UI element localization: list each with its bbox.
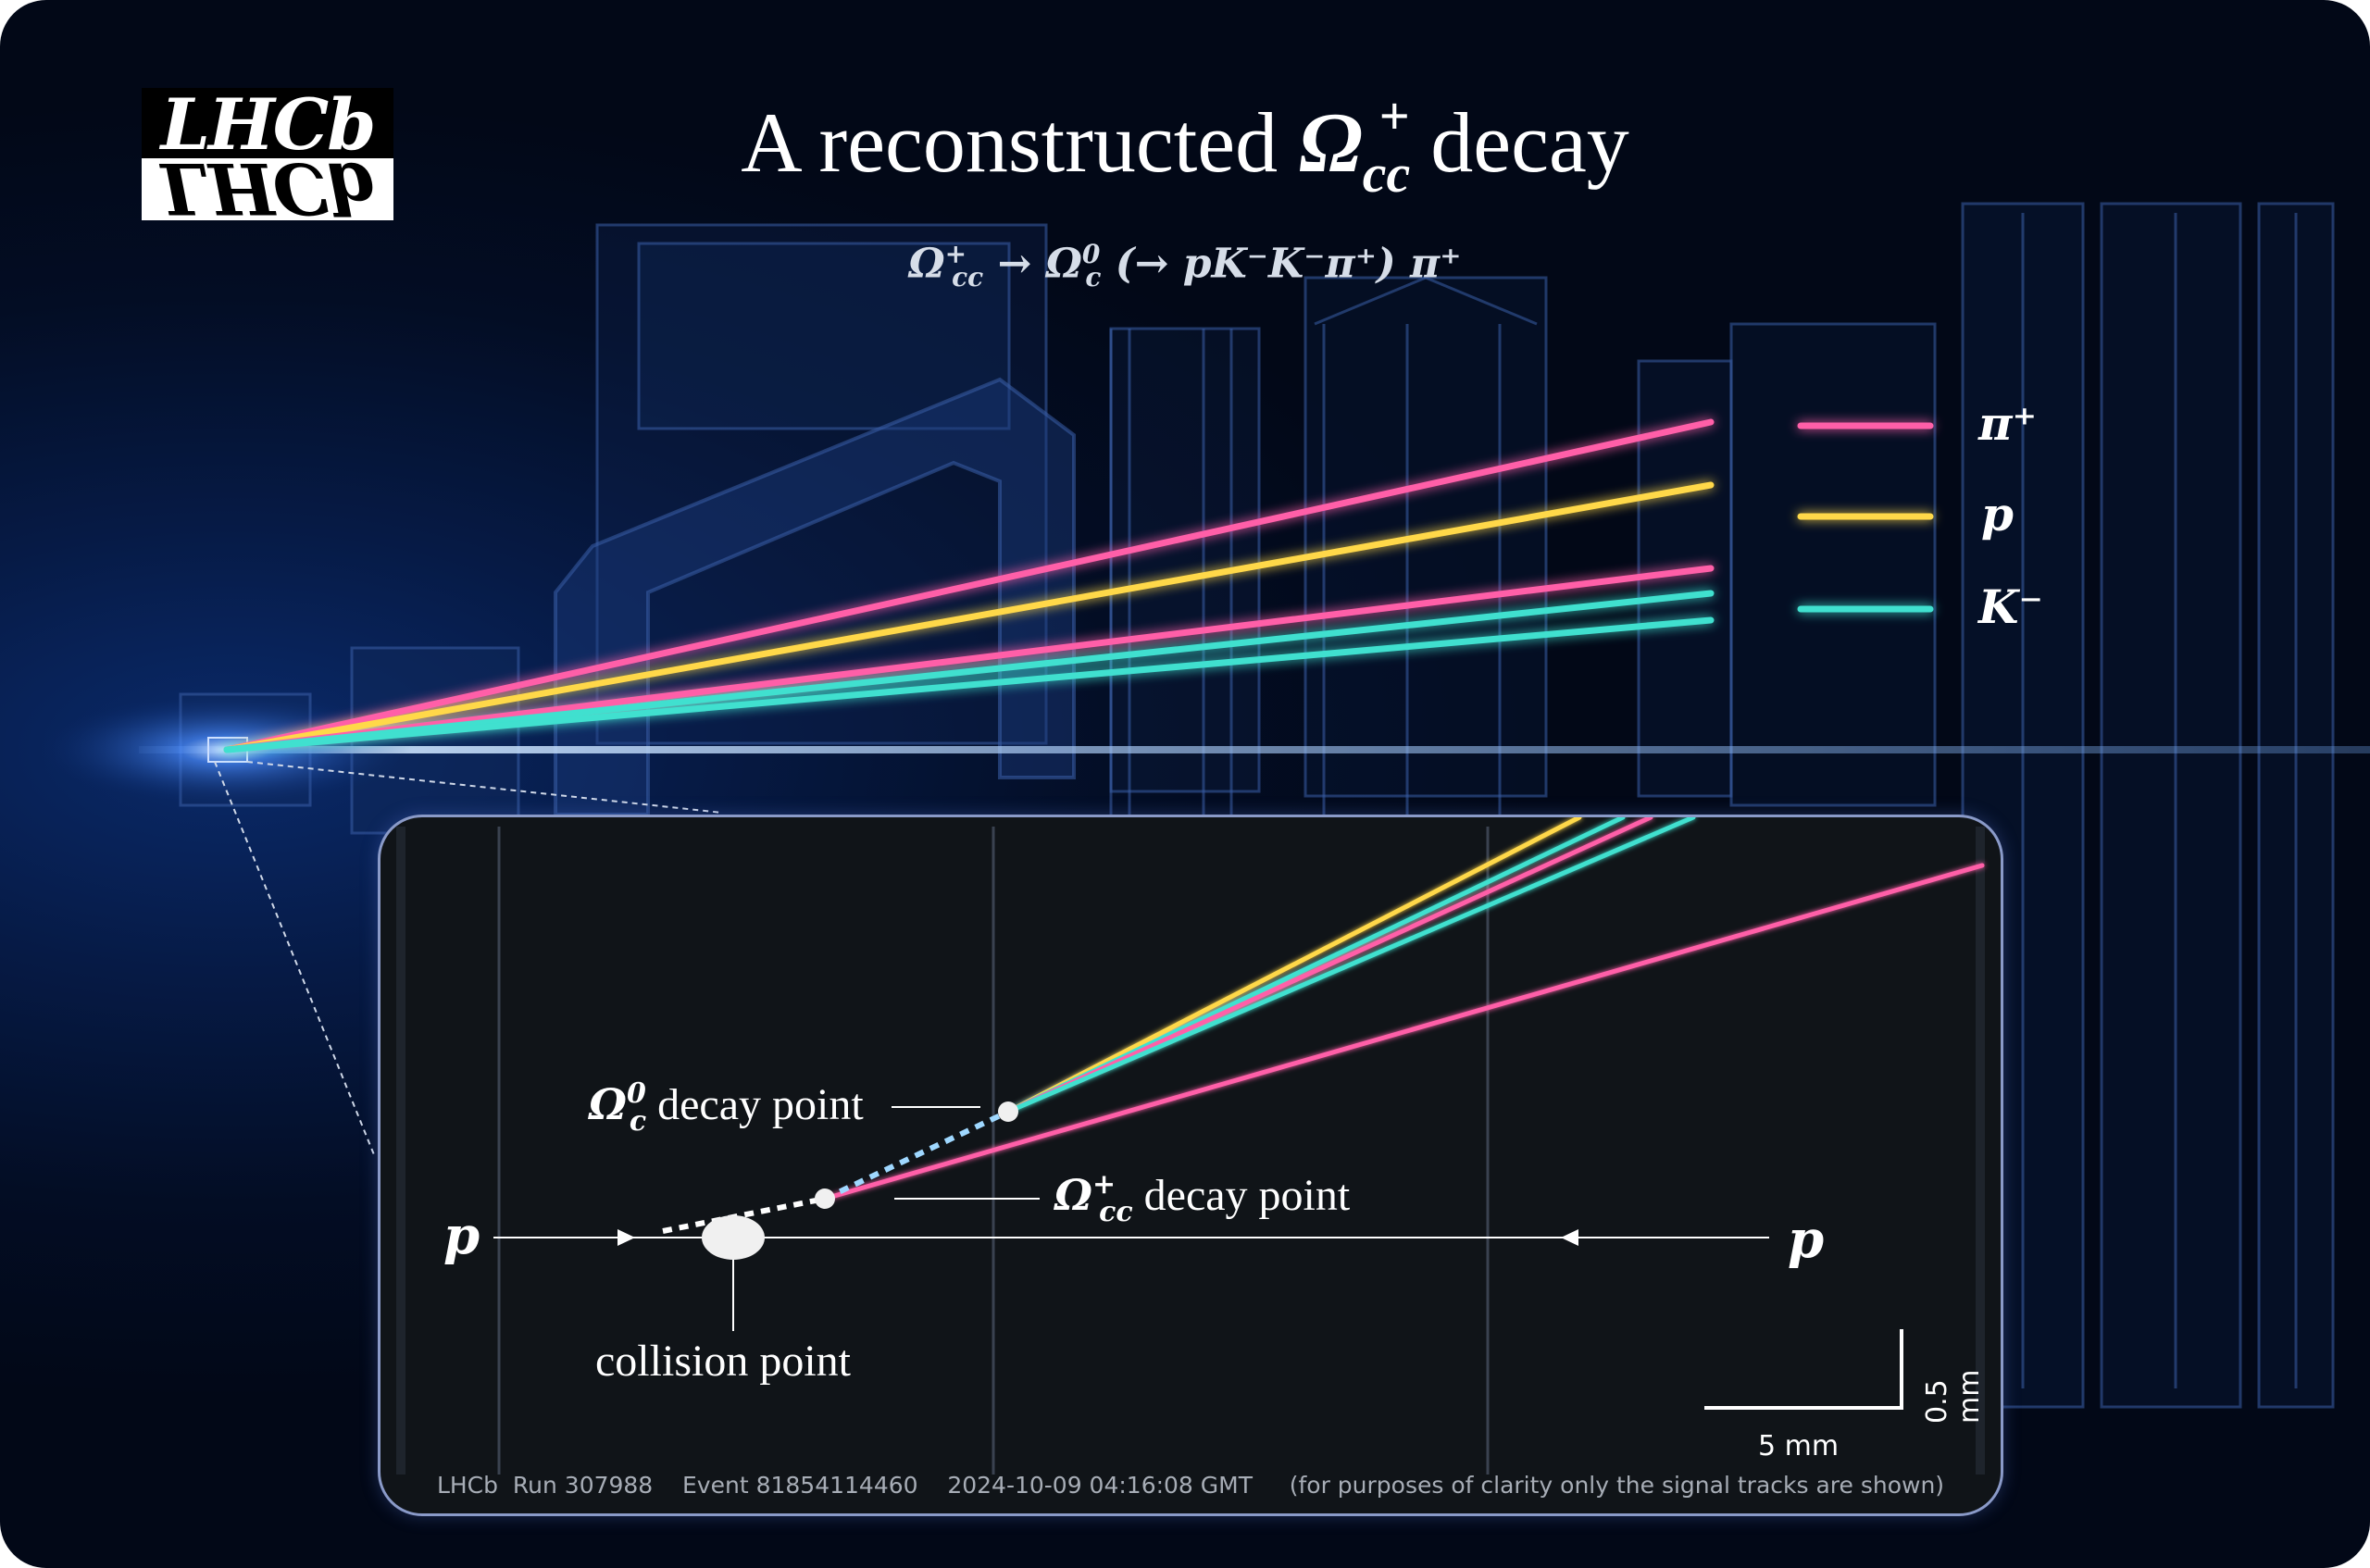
track-kaon-1 <box>223 590 1715 753</box>
track-proton <box>223 481 1715 753</box>
track-pion-2 <box>223 565 1715 753</box>
collision-to-omegacc <box>662 1196 826 1234</box>
omegac-decay-label: Ω0c decay point <box>589 1077 864 1138</box>
scale-bar <box>1704 1329 1903 1410</box>
inset-track-pion-2 <box>822 863 1985 1201</box>
inset-tracks <box>822 817 1985 1201</box>
omegac-decay-marker <box>998 1101 1018 1122</box>
zoom-inset: Ω0c decay point Ω+cc decay point collisi… <box>378 815 2003 1516</box>
beam-arrow-left <box>1561 1229 1578 1246</box>
legend-label-kaon: K⁻ <box>1978 579 2043 634</box>
collision-point-marker <box>702 1215 765 1260</box>
omegacc-flight <box>823 1109 1010 1201</box>
inset-track-proton <box>1005 817 1582 1114</box>
track-kaon-2 <box>223 616 1715 753</box>
beam-arrow-right <box>617 1229 635 1246</box>
collision-point-label: collision point <box>595 1337 851 1386</box>
inset-track-kaon-2 <box>1005 817 1696 1114</box>
scale-y-label: 0.5 mm <box>1921 1369 1986 1424</box>
legend-label-proton: p <box>1981 487 2014 541</box>
beam-label-left: p <box>443 1205 480 1266</box>
event-info-footer: LHCb Run 307988 Event 81854114460 2024-1… <box>436 1472 1945 1499</box>
legend <box>1797 422 1934 613</box>
beam-pipe <box>139 746 2370 753</box>
zoom-line-upper <box>246 761 723 814</box>
page-title: A reconstructed Ωcc+ decay <box>741 86 1629 204</box>
signal-tracks <box>223 418 1715 753</box>
lhcb-logo: LHCb LHCb <box>142 88 393 220</box>
omegacc-decay-label: Ω+cc decay point <box>1054 1168 1351 1228</box>
scale-x-label: 5 mm <box>1758 1430 1840 1462</box>
legend-label-pion: π⁺ <box>1978 396 2037 451</box>
inset-track-pion-1 <box>1005 817 1653 1114</box>
omegacc-decay-marker <box>815 1188 835 1209</box>
decay-formula: Ω+cc → Ω0c (→ pK⁻K⁻π⁺) π⁺ <box>908 239 1462 293</box>
track-pion-1 <box>223 418 1715 753</box>
beam-label-right: p <box>1788 1209 1825 1270</box>
